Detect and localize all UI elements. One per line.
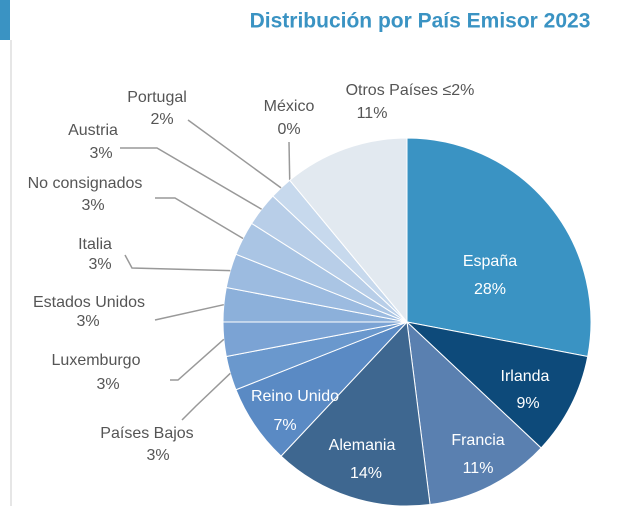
leader-line <box>288 141 291 181</box>
leader-line <box>124 254 231 272</box>
leader-line <box>181 372 231 421</box>
slice-value: 3% <box>89 145 112 162</box>
slice-label: México <box>264 98 315 115</box>
leader-line <box>120 147 262 210</box>
slice-value: 3% <box>88 256 111 273</box>
slice-label: Francia <box>451 432 504 449</box>
slice-value: 3% <box>146 447 169 464</box>
chart-title: Distribución por País Emisor 2023 <box>250 10 591 33</box>
slice-value: 3% <box>76 313 99 330</box>
leader-line <box>155 197 244 240</box>
leader-line <box>187 119 282 189</box>
pie-slice <box>405 321 589 449</box>
pie-slice <box>289 137 408 324</box>
accent-bar <box>0 0 10 40</box>
pie-slice <box>406 320 542 506</box>
slice-value: 0% <box>277 121 300 138</box>
slice-value: 11% <box>463 460 494 477</box>
slice-label: Italia <box>78 236 112 253</box>
slice-value: 14% <box>350 465 382 482</box>
slice-value: 7% <box>273 417 296 434</box>
slice-value: 11% <box>357 105 388 122</box>
slice-label: España <box>463 253 517 270</box>
slice-label: Alemania <box>329 437 396 454</box>
slice-label: Luxemburgo <box>52 352 141 369</box>
slice-label: Portugal <box>127 89 187 106</box>
slice-value: 3% <box>96 376 119 393</box>
slice-value: 2% <box>150 111 173 128</box>
slice-label: Otros Países ≤2% <box>346 82 475 99</box>
slice-value: 9% <box>516 395 539 412</box>
slice-value: 3% <box>81 197 104 214</box>
slice-label: Reino Unido <box>251 388 339 405</box>
leader-line <box>170 338 225 381</box>
slice-label: Estados Unidos <box>33 294 145 311</box>
leader-line <box>154 303 224 321</box>
slice-label: Austria <box>68 122 118 139</box>
slice-label: Irlanda <box>501 368 550 385</box>
pie-slice <box>406 137 592 358</box>
slice-value: 28% <box>474 281 506 298</box>
slice-label: No consignados <box>28 175 143 192</box>
slice-label: Países Bajos <box>100 425 193 442</box>
